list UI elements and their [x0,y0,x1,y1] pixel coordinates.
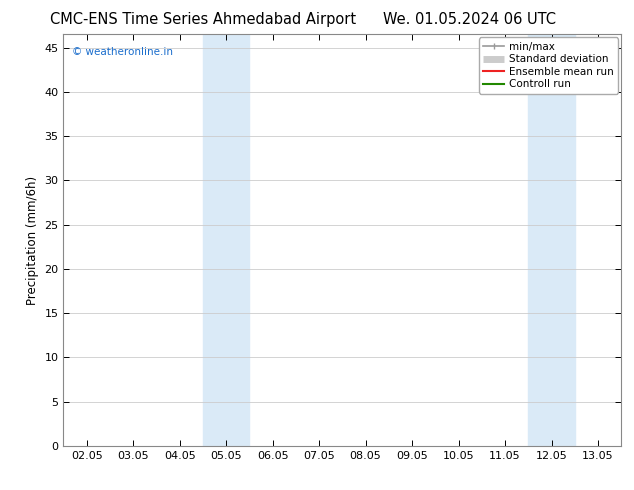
Y-axis label: Precipitation (mm/6h): Precipitation (mm/6h) [26,175,39,305]
Bar [528,34,575,446]
Bar [203,34,249,446]
Legend: min/max, Standard deviation, Ensemble mean run, Controll run: min/max, Standard deviation, Ensemble me… [479,37,618,94]
Text: We. 01.05.2024 06 UTC: We. 01.05.2024 06 UTC [383,12,555,27]
Text: © weatheronline.in: © weatheronline.in [72,47,173,57]
Text: CMC-ENS Time Series Ahmedabad Airport: CMC-ENS Time Series Ahmedabad Airport [50,12,356,27]
